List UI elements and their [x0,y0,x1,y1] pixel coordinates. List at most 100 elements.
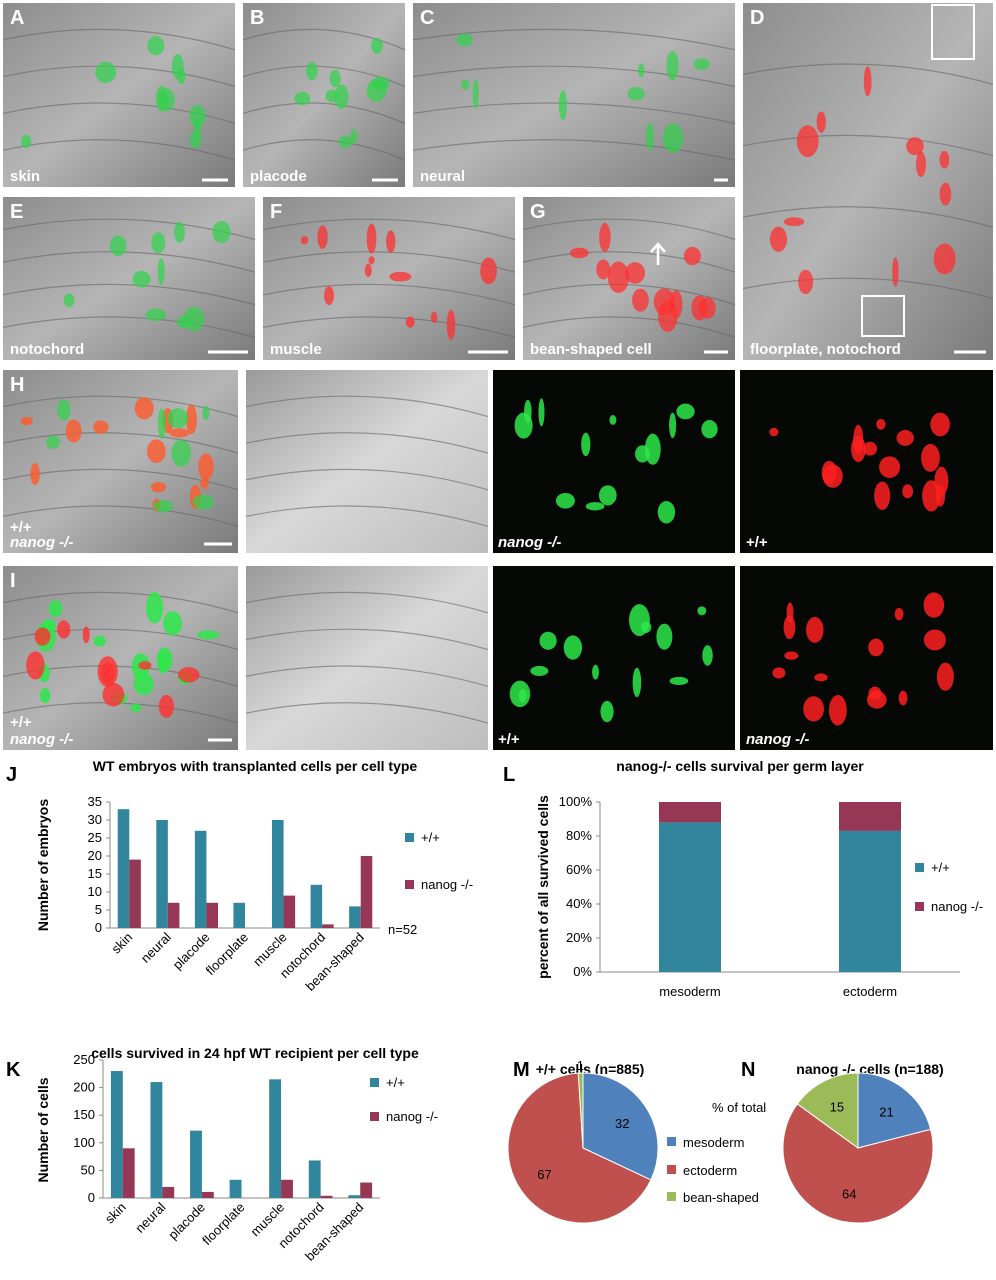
panel-caption: muscle [270,341,322,358]
legend-label: nanog -/- [386,1109,438,1124]
tissue-line [2,65,236,88]
tissue-line [522,283,736,306]
y-tick-label: 80% [566,828,592,843]
y-tick-label: 5 [95,902,102,917]
cell [386,230,396,253]
legend-swatch [405,880,414,889]
legend-label: mesoderm [683,1135,744,1150]
cell [197,630,220,640]
tissue-line [262,218,516,241]
cell [600,700,614,723]
cell [866,690,887,709]
cell [923,629,946,651]
bar [281,1179,293,1198]
cell [300,236,309,245]
pie-slice [577,1072,584,1149]
cell [646,122,654,151]
cell [783,615,796,640]
y-axis-label: percent of all survived cells [535,795,551,979]
cell [200,478,209,489]
y-tick-label: 100% [559,794,593,809]
cell [371,37,383,54]
panel-letter: I [10,570,16,592]
cell [334,84,349,110]
cell [806,616,824,643]
cell [538,398,545,427]
chart-letter: N [741,1059,755,1081]
tissue-line [742,206,994,228]
cell [151,232,166,254]
y-tick-label: 35 [88,794,102,809]
cell [691,295,708,321]
micrograph [743,3,993,360]
cell [364,263,372,278]
cell [563,635,583,660]
cell [40,687,51,704]
cell [609,415,617,425]
cell [509,680,531,708]
cell [57,620,71,639]
micrograph [246,370,488,553]
legend-swatch [405,833,414,842]
cell [863,66,872,97]
cell [174,221,185,243]
cell [212,220,231,244]
cell [772,667,786,679]
cell [657,500,676,524]
pie-slice [507,1072,652,1224]
panel-caption: nanog -/- [746,731,809,748]
cell [939,150,950,169]
cell [20,134,32,148]
chart-title: cells survived in 24 hpf WT recipient pe… [91,1045,419,1061]
cell [803,696,825,722]
arrow [650,242,666,265]
tissue-line [245,702,489,724]
tissue-line [262,316,516,338]
cell [171,439,192,467]
y-tick-label: 15 [88,866,102,881]
cell [598,485,617,506]
legend-swatch [667,1192,676,1201]
tissue-line [245,628,489,651]
panel-caption: +/+ [10,714,32,731]
panel-caption: nanog -/- [498,534,561,551]
inset-box [931,4,975,60]
cell [460,79,470,90]
cell [701,420,718,439]
panel-caption: nanog -/- [10,731,73,748]
y-tick-label: 250 [73,1052,95,1067]
cell [198,453,214,481]
cell [666,51,679,81]
cell [530,665,549,676]
cell [317,225,328,249]
data-label: 21 [879,1104,893,1119]
cell [628,604,650,637]
cell [324,286,334,306]
panel-letter: F [270,201,282,223]
panel-letter: B [250,7,264,29]
cell [879,456,901,478]
cell [146,592,164,624]
legend-label: bean-shaped [683,1190,759,1205]
chart-title: +/+ cells (n=885) [536,1061,645,1077]
cell [169,428,190,438]
bar [310,884,323,928]
cell [366,223,377,254]
cell [796,125,819,158]
panel-caption: +/+ [498,731,520,748]
cell [902,484,914,499]
panel-caption: skin [10,168,40,185]
cell [189,132,202,149]
chart-letter: J [6,764,17,786]
cell [514,412,533,439]
cell [822,464,843,488]
cell [851,435,866,463]
tissue-line [742,134,994,157]
cell [46,435,60,449]
cell [669,676,689,686]
cell [555,492,575,509]
cell [769,226,788,252]
tissue-line [412,102,736,124]
cell [930,412,950,437]
y-tick-label: 20 [88,848,102,863]
